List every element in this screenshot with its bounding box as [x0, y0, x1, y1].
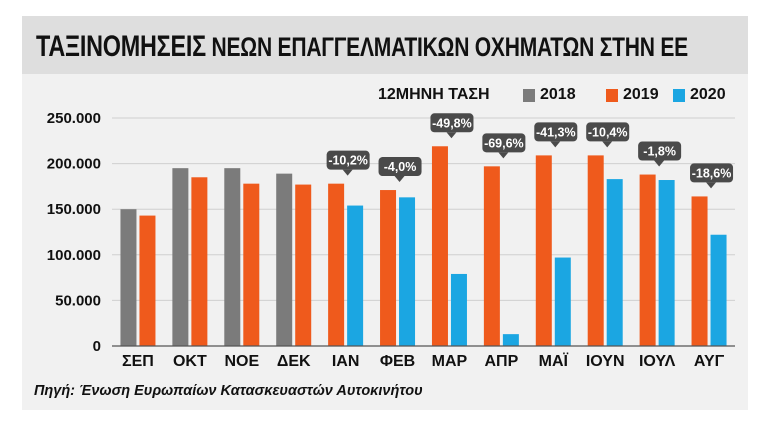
callout-box: [638, 141, 682, 161]
y-tick-label: 0: [93, 338, 101, 355]
legend-label-2020: 2020: [690, 86, 726, 103]
callout-box: [378, 157, 422, 177]
bar-2019-5: [328, 183, 345, 346]
x-tick-label: ΝΟΕ: [224, 353, 259, 370]
callout-box: [690, 163, 734, 183]
bar-2018-2: [172, 168, 189, 346]
bar-2019-2: [191, 177, 208, 346]
change-callout: -1,8%: [638, 141, 682, 167]
bar-2020-8: [502, 334, 519, 346]
bar-2020-6: [399, 197, 416, 346]
callout-box: [482, 133, 526, 153]
annotation-header: 12ΜΗΝΗ ΤΑΣΗ: [378, 86, 490, 103]
x-tick-label: ΙΑΝ: [332, 353, 360, 370]
callout-box: [586, 122, 630, 142]
bar-2019-11: [639, 174, 656, 346]
bar-2019-3: [243, 183, 260, 346]
change-callout: -18,6%: [690, 163, 734, 189]
callout-box: [430, 113, 474, 133]
callout-label: -49,8%: [432, 116, 472, 130]
legend-swatch-2018: [523, 89, 535, 102]
y-tick-label: 200.000: [47, 156, 101, 173]
title-rest: ΝΕΩΝ ΕΠΑΓΓΕΛΜΑΤΙΚΩΝ ΟΧΗΜΑΤΩΝ ΣΤΗΝ ΕΕ: [211, 32, 689, 62]
title-lead: ΤΑΞΙΝΟΜΗΣΕΙΣ: [36, 30, 206, 63]
callout-label: -69,6%: [484, 136, 524, 150]
bar-2020-10: [606, 179, 623, 346]
x-tick-label: ΜΑΡ: [432, 353, 468, 370]
bar-2019-4: [295, 184, 312, 346]
bar-2020-9: [554, 257, 571, 346]
bar-2018-4: [276, 173, 293, 346]
bar-2020-5: [347, 205, 364, 346]
callout-label: -4,0%: [384, 160, 417, 174]
bar-2019-10: [587, 155, 604, 346]
bar-2018-3: [224, 168, 241, 346]
change-callout: -10,2%: [326, 150, 370, 176]
bar-2020-11: [658, 180, 675, 346]
x-tick-label: ΣΕΠ: [122, 353, 154, 370]
change-callout: -49,8%: [430, 113, 474, 139]
title-bar: [22, 16, 748, 74]
callout-pointer: [342, 169, 353, 176]
callout-label: -18,6%: [692, 166, 732, 180]
x-tick-label: ΦΕΒ: [380, 353, 415, 370]
x-tick-label: ΔΕΚ: [277, 353, 311, 370]
callout-label: -41,3%: [536, 125, 576, 139]
bar-2019-12: [691, 196, 708, 346]
x-tick-label: ΑΠΡ: [484, 353, 518, 370]
change-callout: -41,3%: [534, 122, 578, 148]
chart-title: ΤΑΞΙΝΟΜΗΣΕΙΣ ΝΕΩΝ ΕΠΑΓΓΕΛΜΑΤΙΚΩΝ ΟΧΗΜΑΤΩ…: [36, 30, 688, 64]
legend-swatch-2020: [673, 89, 685, 102]
x-tick-label: ΙΟΥΝ: [586, 353, 625, 370]
y-tick-label: 100.000: [47, 247, 101, 264]
callout-pointer: [550, 141, 561, 148]
y-tick-label: 150.000: [47, 201, 101, 218]
change-callout: -69,6%: [482, 133, 526, 159]
legend-label-2018: 2018: [540, 86, 576, 103]
callout-label: -1,8%: [643, 145, 676, 159]
bar-2019-7: [431, 146, 448, 346]
bar-2018-1: [120, 209, 137, 346]
y-tick-label: 250.000: [47, 110, 101, 127]
x-tick-label: ΜΑΪ: [539, 352, 569, 370]
callout-pointer: [602, 141, 613, 148]
callout-box: [326, 150, 370, 170]
bar-2020-7: [450, 273, 467, 346]
legend-label-2019: 2019: [623, 86, 659, 103]
callout-box: [534, 122, 578, 142]
y-tick-label: 50.000: [55, 292, 101, 309]
bar-2019-9: [535, 155, 552, 346]
change-callout: -10,4%: [586, 122, 630, 148]
callout-pointer: [446, 132, 457, 139]
change-callout: -4,0%: [378, 157, 422, 183]
callout-pointer: [394, 176, 405, 183]
bar-2019-8: [483, 166, 500, 346]
bar-2019-6: [380, 190, 397, 346]
callout-label: -10,2%: [328, 154, 368, 168]
x-tick-label: ΑΥΓ: [694, 353, 725, 370]
callout-pointer: [654, 160, 665, 167]
callout-label: -10,4%: [588, 125, 628, 139]
callout-pointer: [498, 152, 509, 159]
x-tick-label: ΙΟΥΛ: [639, 353, 676, 370]
legend-swatch-2019: [606, 89, 618, 102]
source-note: Πηγή: Ένωση Ευρωπαίων Κατασκευαστών Αυτο…: [34, 383, 423, 399]
x-tick-label: ΟΚΤ: [173, 353, 207, 370]
callout-pointer: [706, 182, 717, 189]
bar-2020-12: [710, 234, 727, 346]
bar-2019-1: [139, 215, 156, 346]
